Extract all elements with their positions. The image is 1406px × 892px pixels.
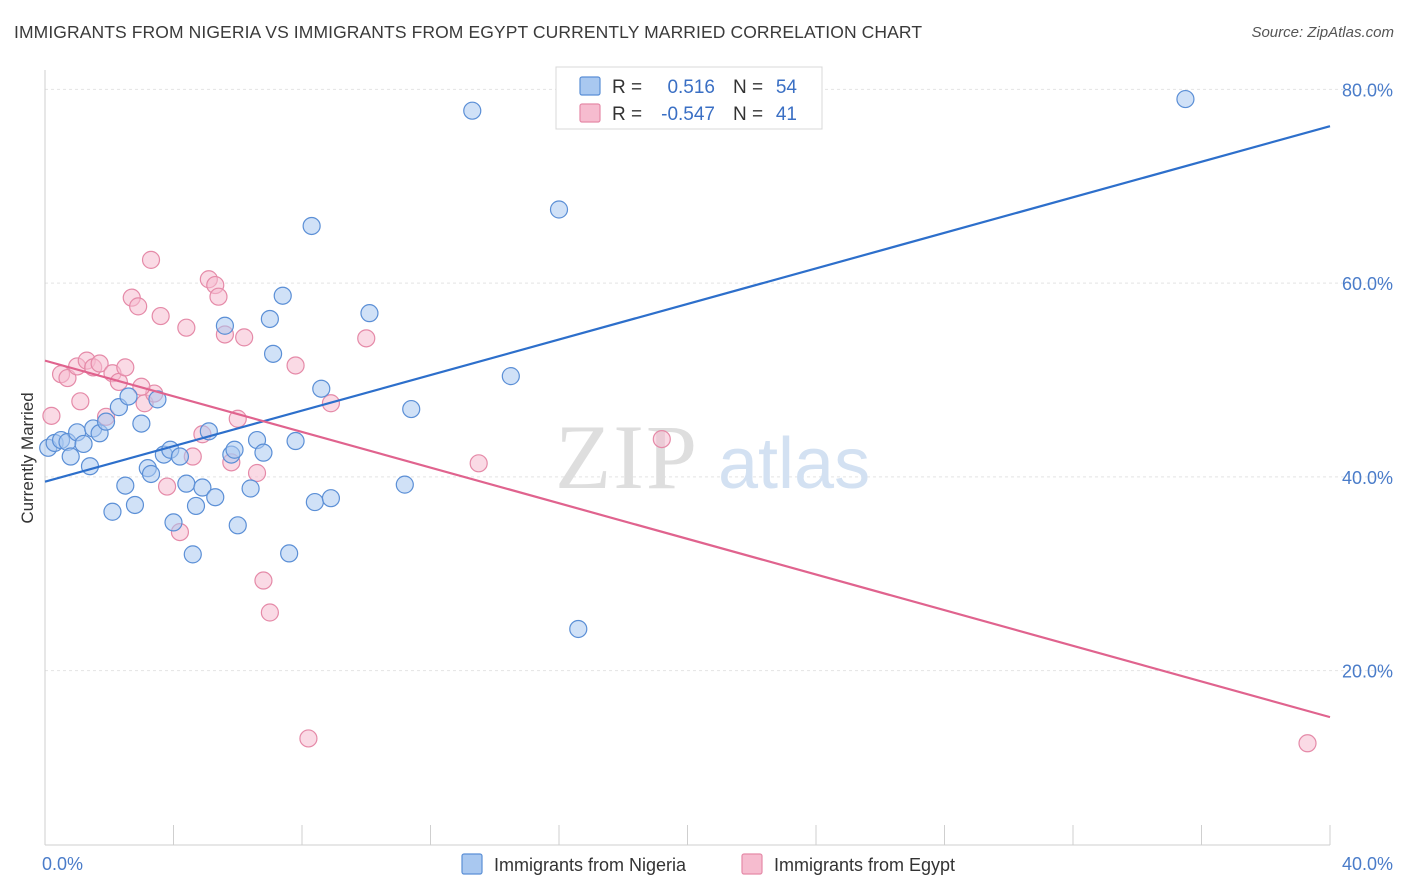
legend-swatch-nigeria bbox=[579, 76, 601, 96]
nigeria-point-22 bbox=[164, 513, 183, 532]
nigeria-point-7 bbox=[80, 457, 100, 476]
nigeria-point-25 bbox=[186, 496, 206, 516]
y-tick-label-2: 60.0% bbox=[1342, 274, 1393, 294]
x-tick-labels: 0.0% 40.0% bbox=[42, 854, 1393, 874]
source-credit: Source: ZipAtlas.com bbox=[1251, 24, 1394, 41]
egypt-point-13 bbox=[129, 297, 148, 316]
grid-lines bbox=[45, 88, 1390, 672]
nigeria-trend-line bbox=[44, 125, 1331, 483]
nigeria-point-10 bbox=[96, 412, 116, 431]
egypt-point-36 bbox=[357, 329, 376, 348]
y-tick-label-0: 20.0% bbox=[1342, 662, 1393, 682]
legend-n-label-nigeria: N = bbox=[733, 77, 763, 98]
legend-r-value-nigeria: 0.516 bbox=[667, 77, 715, 98]
nigeria-point-48 bbox=[463, 101, 482, 120]
watermark-zip: ZIP bbox=[555, 406, 699, 508]
watermark: ZIP atlas bbox=[555, 406, 870, 508]
egypt-point-32 bbox=[260, 603, 279, 622]
bottom-legend-swatch-nigeria bbox=[461, 853, 483, 875]
correlation-legend: R = 0.516 N = 54 R = -0.547 N = 41 bbox=[555, 66, 823, 130]
nigeria-point-43 bbox=[312, 379, 331, 398]
nigeria-point-29 bbox=[215, 316, 234, 335]
legend-n-value-egypt: 41 bbox=[776, 104, 797, 125]
nigeria-point-4 bbox=[61, 447, 80, 466]
nigeria-point-52 bbox=[1176, 89, 1195, 109]
nigeria-point-23 bbox=[170, 447, 190, 466]
x-tick-label-0: 0.0% bbox=[42, 854, 83, 874]
nigeria-point-51 bbox=[569, 619, 588, 639]
egypt-point-33 bbox=[286, 356, 305, 375]
chart-title: IMMIGRANTS FROM NIGERIA VS IMMIGRANTS FR… bbox=[14, 22, 923, 42]
y-tick-labels: 20.0% 40.0% 60.0% 80.0% bbox=[1342, 80, 1393, 681]
nigeria-point-14 bbox=[119, 387, 138, 406]
nigeria-point-31 bbox=[225, 440, 244, 459]
nigeria-point-32 bbox=[228, 516, 247, 535]
nigeria-point-26 bbox=[193, 478, 212, 497]
egypt-point-0 bbox=[42, 406, 61, 425]
nigeria-point-18 bbox=[141, 464, 161, 484]
nigeria-point-16 bbox=[132, 414, 151, 433]
nigeria-point-6 bbox=[74, 434, 93, 454]
nigeria-point-47 bbox=[402, 399, 421, 419]
axes bbox=[44, 70, 1331, 846]
y-axis-label: Currently Married bbox=[18, 392, 37, 523]
egypt-point-31 bbox=[254, 571, 273, 590]
nigeria-point-28 bbox=[206, 488, 225, 507]
legend-n-value-nigeria: 54 bbox=[776, 77, 798, 98]
nigeria-point-44 bbox=[321, 489, 341, 508]
trend-lines bbox=[44, 125, 1331, 719]
nigeria-point-15 bbox=[125, 495, 145, 515]
egypt-point-25 bbox=[209, 287, 228, 306]
y-tick-label-1: 40.0% bbox=[1342, 468, 1393, 488]
legend-r-label-nigeria: R = bbox=[612, 77, 642, 98]
egypt-point-34 bbox=[299, 729, 318, 748]
nigeria-point-40 bbox=[286, 431, 305, 451]
egypt-point-17 bbox=[151, 306, 170, 326]
x-tick-label-1: 40.0% bbox=[1342, 854, 1393, 874]
bottom-legend-label-nigeria: Immigrants from Nigeria bbox=[494, 855, 687, 875]
watermark-atlas: atlas bbox=[718, 424, 870, 504]
egypt-point-30 bbox=[247, 463, 267, 483]
legend-r-label-egypt: R = bbox=[612, 104, 642, 125]
series-legend: Immigrants from Nigeria Immigrants from … bbox=[461, 853, 955, 875]
legend-r-value-egypt: -0.547 bbox=[661, 104, 715, 125]
nigeria-point-36 bbox=[260, 309, 279, 329]
nigeria-point-35 bbox=[254, 443, 273, 462]
egypt-point-11 bbox=[116, 358, 135, 377]
nigeria-point-42 bbox=[305, 492, 324, 512]
nigeria-point-45 bbox=[360, 304, 379, 323]
nigeria-point-49 bbox=[501, 367, 520, 386]
nigeria-points bbox=[39, 89, 1195, 639]
egypt-point-15 bbox=[141, 250, 161, 269]
egypt-point-39 bbox=[1298, 734, 1317, 753]
egypt-points bbox=[42, 250, 1317, 753]
egypt-point-7 bbox=[90, 354, 109, 373]
legend-n-label-egypt: N = bbox=[733, 104, 763, 125]
egypt-trend-line bbox=[44, 359, 1331, 719]
nigeria-point-38 bbox=[273, 286, 292, 305]
egypt-point-2 bbox=[58, 368, 77, 388]
bottom-legend-label-egypt: Immigrants from Egypt bbox=[774, 855, 955, 875]
nigeria-point-24 bbox=[177, 474, 196, 493]
nigeria-point-37 bbox=[263, 344, 283, 363]
egypt-point-29 bbox=[235, 328, 254, 347]
egypt-point-18 bbox=[157, 477, 177, 496]
nigeria-point-50 bbox=[549, 200, 569, 219]
bottom-legend-swatch-egypt bbox=[741, 853, 763, 875]
nigeria-point-11 bbox=[103, 502, 122, 521]
y-tick-label-3: 80.0% bbox=[1342, 80, 1393, 100]
nigeria-point-53 bbox=[183, 545, 202, 564]
egypt-point-4 bbox=[71, 392, 90, 411]
nigeria-point-39 bbox=[280, 544, 299, 563]
nigeria-point-33 bbox=[241, 479, 260, 498]
nigeria-point-46 bbox=[395, 475, 414, 494]
egypt-point-20 bbox=[177, 318, 196, 337]
nigeria-point-13 bbox=[116, 476, 135, 495]
nigeria-point-41 bbox=[302, 216, 321, 236]
legend-swatch-egypt bbox=[579, 103, 601, 123]
egypt-point-38 bbox=[652, 429, 671, 449]
egypt-point-37 bbox=[469, 454, 488, 473]
